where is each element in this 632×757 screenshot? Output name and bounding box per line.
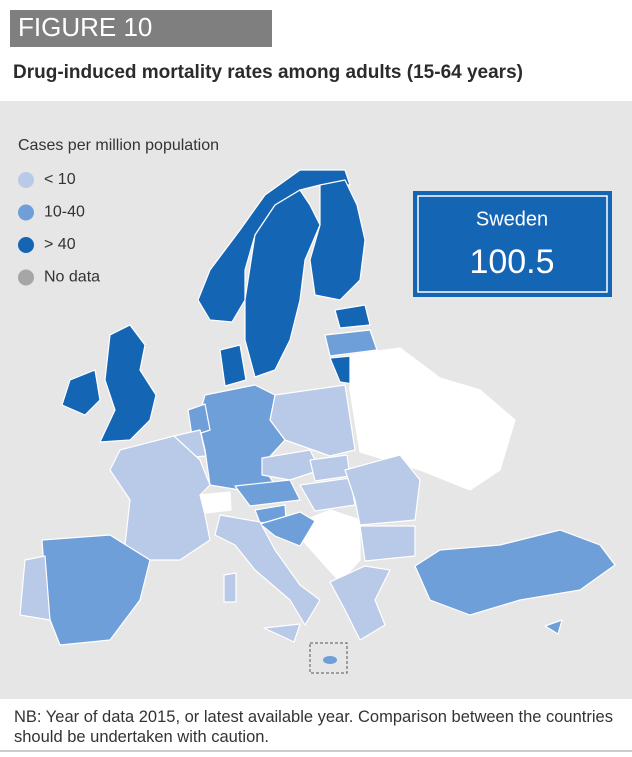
legend-label: No data — [44, 269, 100, 286]
sicily — [263, 623, 301, 643]
legend-label: < 10 — [44, 171, 76, 188]
norway — [197, 169, 351, 323]
highlight-country: Sweden — [476, 208, 548, 230]
estonia — [334, 304, 371, 329]
bottom-rule — [0, 750, 632, 752]
ireland — [61, 369, 101, 416]
hungary — [299, 477, 356, 512]
czechia — [261, 449, 321, 481]
denmark — [219, 344, 247, 387]
eastern-europe — [349, 347, 516, 491]
cyprus — [544, 619, 563, 635]
switzerland — [199, 491, 232, 514]
bulgaria — [359, 525, 416, 562]
highlight-border — [417, 195, 608, 293]
highlight-box — [413, 191, 612, 297]
figure-label: FIGURE 10 — [18, 12, 152, 42]
netherlands — [187, 403, 211, 437]
united-kingdom — [99, 324, 157, 443]
greece — [329, 565, 391, 641]
italy — [214, 514, 321, 626]
finland — [309, 179, 366, 301]
sardinia — [223, 572, 237, 603]
legend-label: 10-40 — [44, 204, 85, 221]
legend-swatch — [18, 269, 34, 286]
legend-swatch — [18, 237, 34, 253]
romania — [344, 454, 421, 526]
countries — [19, 169, 616, 674]
croatia — [259, 511, 316, 547]
malta — [323, 656, 337, 664]
legend-swatch — [18, 172, 34, 188]
legend-swatch — [18, 204, 34, 221]
france — [109, 435, 211, 561]
slovakia — [309, 454, 351, 482]
title: Drug-induced mortality rates among adult… — [13, 62, 523, 83]
note: NB: Year of data 2015, or latest availab… — [14, 708, 613, 746]
highlight-value: 100.5 — [469, 243, 554, 281]
portugal — [19, 555, 51, 621]
malta-inset — [309, 642, 348, 674]
legend: < 10 10-40 > 40 No data — [18, 171, 100, 286]
legend-label: > 40 — [44, 236, 76, 253]
turkey — [414, 529, 616, 616]
latvia — [324, 329, 378, 357]
legend-title: Cases per million population — [18, 137, 219, 154]
figure-label-box — [10, 10, 272, 47]
sweden — [244, 189, 321, 378]
austria — [234, 479, 301, 507]
